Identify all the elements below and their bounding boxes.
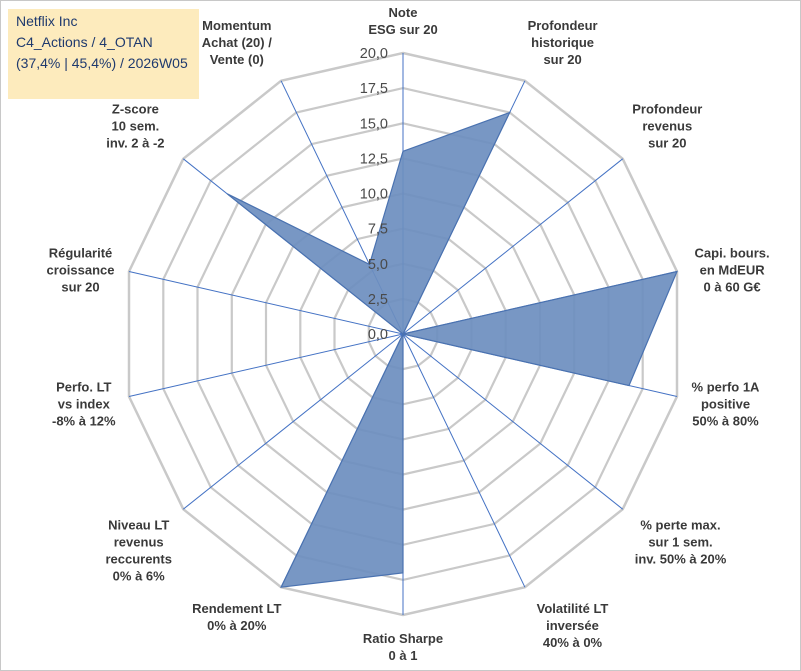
tick-label: 12,5 [360,151,388,167]
axis-labels: Note ESG sur 20 Profondeur historique sur 20… [47,5,770,663]
info-stats: (37,4% | 45,4%) / 2026W05 [16,55,188,71]
axis-label: Rendement LT 0% à 20% [192,601,281,633]
axis-label-line: Rendement LT [192,601,281,616]
axis-label-line: en MdEUR [700,263,766,278]
axis-label-line: ESG sur 20 [368,22,437,37]
axis-label: % perte max. sur 1 sem. inv. 50% à 20% [635,518,727,567]
axis-label-line: inv. 50% à 20% [635,552,727,567]
axis-label-line: sur 20 [543,52,581,67]
tick-label: 2,5 [368,292,388,308]
axis-spoke [128,271,404,335]
axis-label-line: Momentum [202,18,271,33]
axis-label: Profondeur revenus sur 20 [632,101,702,150]
axis-label: Ratio Sharpe 0 à 1 [363,631,443,663]
axis-label-line: sur 20 [61,280,99,295]
tick-label: 5,0 [368,257,388,273]
axis-label-line: Régularité [49,246,113,261]
axis-spoke [128,333,404,397]
tick-label: 10,0 [360,187,388,203]
axis-label-line: 0 à 60 G€ [704,280,761,295]
axis-label-line: 40% à 0% [543,635,603,650]
tick-label: 17,5 [360,81,388,97]
tick-label: 7,5 [368,222,388,238]
axis-label: % perfo 1A positive 50% à 80% [692,380,761,429]
info-category: C4_Actions / 4_OTAN [16,34,153,50]
axis-label-line: -8% à 12% [52,414,116,429]
axis-label: Momentum Achat (20) / Vente (0) [202,18,272,67]
axis-label-line: 50% à 80% [692,414,759,429]
axis-label-line: Achat (20) / [202,35,272,50]
axis-spoke [182,333,404,510]
axis-label-line: 0% à 6% [113,569,165,584]
axis-label-line: reccurents [105,552,171,567]
axis-label-line: 0% à 20% [207,618,267,633]
axis-label: Capi. bours. en MdEUR 0 à 60 G€ [695,246,770,295]
axis-label-line: historique [531,35,594,50]
axis-label-line: Volatilité LT [537,601,609,616]
axis-label-line: inv. 2 à -2 [106,135,164,150]
axis-label-line: revenus [114,535,164,550]
axis-label-line: Perfo. LT [56,380,111,395]
axis-spoke [402,333,624,510]
axis-label-line: 0 à 1 [389,648,418,663]
axis-label: Niveau LT revenus reccurents 0% à 6% [105,518,171,584]
axis-label-line: Profondeur [528,18,598,33]
tick-label: 20,0 [360,46,388,62]
axis-spoke [402,158,624,335]
axis-label-line: sur 1 sem. [648,535,712,550]
info-box: Netflix Inc C4_Actions / 4_OTAN (37,4% |… [8,9,199,99]
axis-label-line: % perte max. [640,518,720,533]
axis-label-line: Ratio Sharpe [363,631,443,646]
axis-label: Note ESG sur 20 [368,5,437,37]
axis-label-line: Vente (0) [210,52,264,67]
tick-label: 15,0 [360,116,388,132]
axis-label-line: Profondeur [632,101,702,116]
axis-label-line: vs index [58,397,111,412]
axis-label-line: Capi. bours. [695,246,770,261]
axis-label: Z-score 10 sem. inv. 2 à -2 [106,101,164,150]
info-company: Netflix Inc [16,13,78,29]
axis-label-line: Z-score [112,101,159,116]
axis-spoke [402,333,526,588]
axis-label: Profondeur historique sur 20 [528,18,598,67]
axis-label-line: Note [389,5,418,20]
axis-label: Volatilité LT inversée 40% à 0% [537,601,609,650]
tick-label: 0,0 [368,327,388,343]
axis-label-line: inversée [546,618,599,633]
axis-label-line: 10 sem. [112,118,160,133]
axis-label-line: positive [701,397,750,412]
axis-label-line: Niveau LT [108,518,169,533]
tick-labels: 0,0 2,5 5,0 7,5 10,0 12,5 15,0 17,5 20,0 [360,46,388,343]
series-area [226,111,679,588]
axis-label-line: croissance [47,263,115,278]
axis-label-line: % perfo 1A [692,380,761,395]
axis-label-line: revenus [642,118,692,133]
axis-label: Régularité croissance sur 20 [47,246,115,295]
axis-label-line: sur 20 [648,135,686,150]
axis-label: Perfo. LT vs index -8% à 12% [52,380,116,429]
